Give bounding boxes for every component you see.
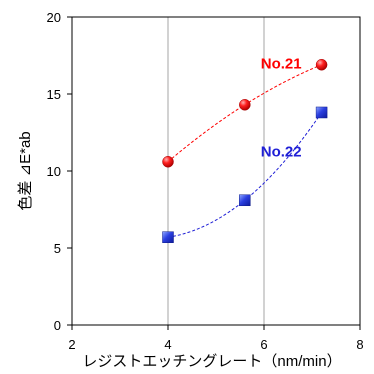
x-tick-label-3: 8 (356, 337, 363, 352)
series-label-2: No.22 (261, 144, 302, 161)
x-axis-title: レジストエッチングレート（nm/min） (82, 353, 341, 370)
x-tick-label-0: 2 (68, 337, 75, 352)
series-labels: No.21 No.22 (261, 56, 302, 161)
data-points (162, 58, 328, 243)
x-tick-label-1: 4 (164, 337, 171, 352)
y-axis-title: 色差 ⊿E*ab (17, 131, 34, 210)
data-point-series-2-1 (162, 231, 174, 243)
data-point-series-1-1 (162, 156, 174, 168)
data-point-series-2-3 (315, 106, 328, 119)
y-tick-label-2: 10 (47, 164, 61, 179)
data-point-series-1-2 (239, 99, 251, 111)
data-point-series-2-2 (239, 194, 251, 207)
data-point-series-1-3 (315, 58, 328, 71)
axis-ticks: 2 4 6 8 0 5 10 15 20 (47, 10, 364, 352)
grid-lines (167, 17, 265, 325)
y-tick-label-4: 20 (47, 10, 61, 25)
y-tick-label-0: 0 (54, 318, 61, 333)
x-tick-label-2: 6 (260, 337, 267, 352)
y-tick-label-3: 15 (47, 87, 61, 102)
y-tick-label-1: 5 (54, 241, 61, 256)
series-label-1: No.21 (261, 56, 302, 73)
trendline-series-2 (167, 112, 323, 238)
